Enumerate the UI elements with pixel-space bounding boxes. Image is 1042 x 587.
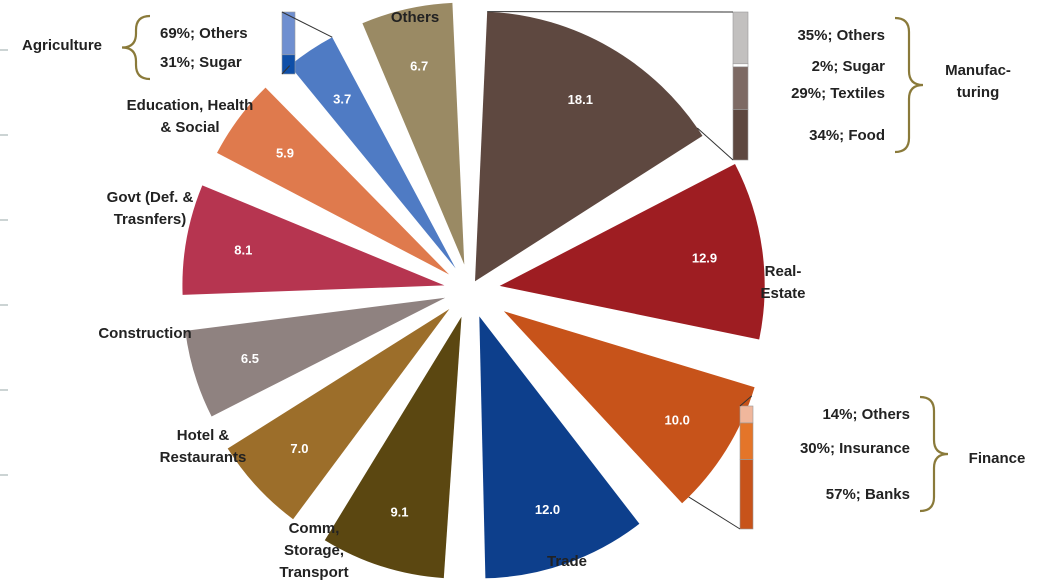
pie-slice-others xyxy=(362,2,465,265)
slice-value-label: 7.0 xyxy=(290,441,308,456)
breakdown-label-others: 35%; Others xyxy=(797,27,885,44)
breakdown-label-food: 34%; Food xyxy=(809,127,885,144)
slice-category-label: Education, Health & Social xyxy=(127,97,254,136)
slice-value-label: 9.1 xyxy=(390,504,408,519)
pie-slice-finance xyxy=(503,311,755,504)
slice-value-label: 3.7 xyxy=(333,91,351,106)
slice-category-label: Agriculture xyxy=(22,37,102,54)
slice-value-label: 8.1 xyxy=(234,242,252,257)
breakdown-segment-manufac-turing-textiles xyxy=(732,66,749,111)
bracket-manufac-turing xyxy=(894,16,924,154)
slice-value-label: 12.9 xyxy=(692,251,717,266)
breakdown-label-insurance: 30%; Insurance xyxy=(800,440,910,457)
breakdown-connector-line xyxy=(739,395,753,407)
pie-slice-govt-def-trasnfers xyxy=(182,185,445,295)
pie-slice-manufac-turing xyxy=(475,11,703,282)
slice-category-label: Govt (Def. & Trasnfers) xyxy=(107,189,194,228)
slice-value-label: 18.1 xyxy=(568,92,593,107)
slice-category-label: Finance xyxy=(969,450,1026,467)
breakdown-segment-manufac-turing-others xyxy=(732,11,749,65)
pie-slice-agriculture xyxy=(289,37,456,269)
slice-category-label: Hotel & Restaurants xyxy=(160,427,247,466)
breakdown-segment-agriculture-others xyxy=(281,11,296,56)
slice-value-label: 6.7 xyxy=(410,58,428,73)
slice-category-label: Manufac-turing xyxy=(945,62,1011,101)
breakdown-label-sugar: 2%; Sugar xyxy=(812,58,886,75)
slice-value-label: 10.0 xyxy=(665,413,690,428)
slice-value-label: 6.5 xyxy=(241,351,259,366)
breakdown-segment-manufac-turing-food xyxy=(732,109,749,161)
pie-slice-trade xyxy=(479,316,640,579)
breakdown-segment-manufac-turing-sugar xyxy=(732,63,749,68)
bracket-agriculture xyxy=(121,14,151,81)
slice-value-label: 12.0 xyxy=(535,502,560,517)
slice-value-label: 5.9 xyxy=(276,146,294,161)
breakdown-label-banks: 57%; Banks xyxy=(826,486,910,503)
breakdown-connector-line xyxy=(281,11,333,38)
breakdown-label-others: 14%; Others xyxy=(822,406,910,423)
breakdown-segment-finance-others xyxy=(739,405,754,424)
breakdown-segment-finance-insurance xyxy=(739,422,754,460)
breakdown-segment-agriculture-sugar xyxy=(281,54,296,75)
breakdown-label-textiles: 29%; Textiles xyxy=(791,85,885,102)
slice-category-label: Others xyxy=(391,9,439,26)
slice-category-label: Construction xyxy=(98,325,191,342)
breakdown-connector-line xyxy=(696,127,734,161)
pie-slice-hotel-restaurants xyxy=(227,309,450,520)
pie-slice-real-estate xyxy=(499,164,765,340)
breakdown-label-sugar: 31%; Sugar xyxy=(160,54,242,71)
breakdown-connector-line xyxy=(281,65,291,75)
slice-category-label: Trade xyxy=(547,553,587,570)
slice-category-label: Comm, Storage, Transport xyxy=(279,520,348,581)
bracket-finance xyxy=(919,395,949,513)
pie-slice-construction xyxy=(185,297,446,417)
breakdown-connector-line xyxy=(688,496,741,530)
breakdown-label-others: 69%; Others xyxy=(160,25,248,42)
pie-slice-comm-storage-transport xyxy=(324,316,462,579)
slice-category-label: Real-Estate xyxy=(760,263,805,302)
pie-slice-education-health-social xyxy=(217,87,450,275)
breakdown-segment-finance-banks xyxy=(739,459,754,530)
